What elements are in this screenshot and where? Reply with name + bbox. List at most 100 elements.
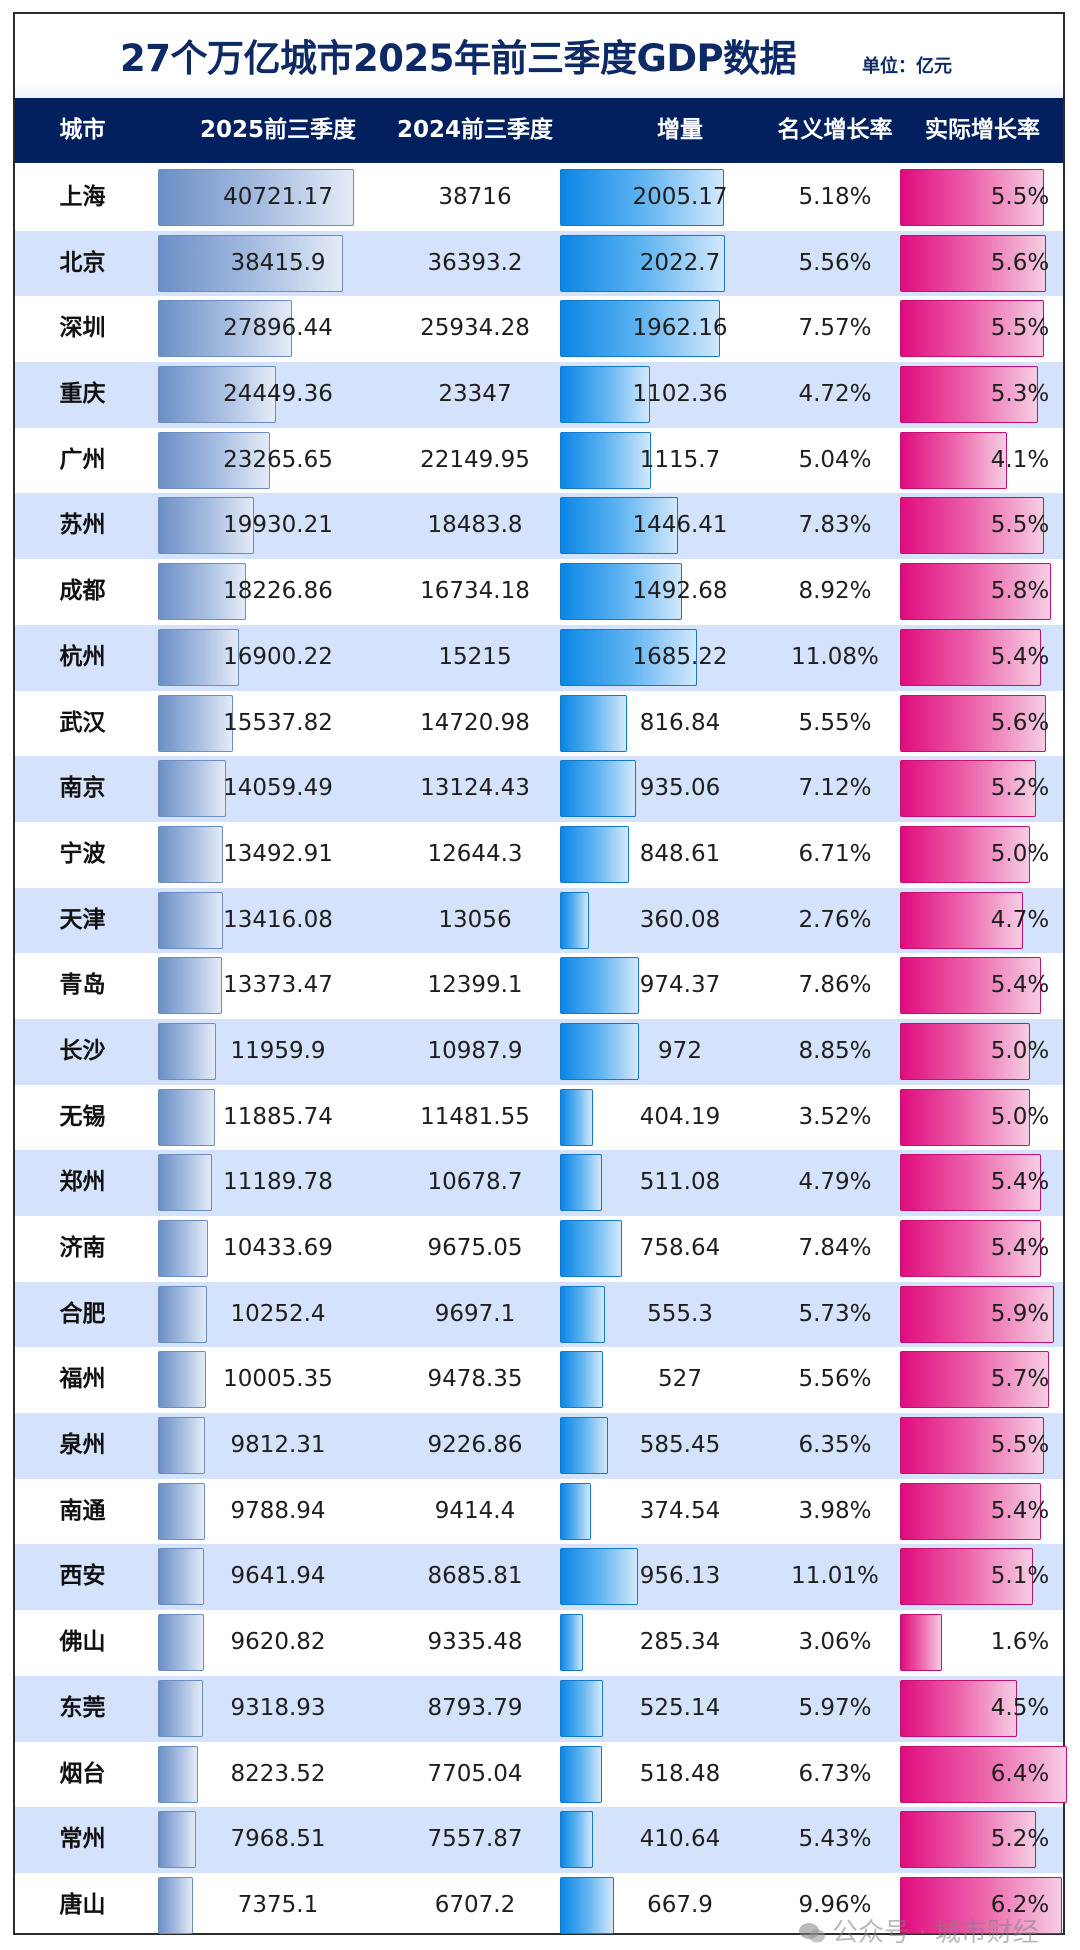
real-growth-value: 5.8% — [990, 578, 1050, 605]
table-row: 成都 18226.86 16734.18 1492.68 8.92% 5.8% — [15, 559, 1063, 625]
city-name: 天津 — [59, 906, 106, 933]
gdp-2024-value: 14720.98 — [420, 709, 530, 736]
increment-bar — [560, 1351, 603, 1409]
increment-bar — [560, 760, 637, 818]
table-row: 武汉 15537.82 14720.98 816.84 5.55% 5.6% — [15, 691, 1063, 757]
table-row: 南通 9788.94 9414.4 374.54 3.98% 5.4% — [15, 1479, 1063, 1545]
table-row: 广州 23265.65 22149.95 1115.7 5.04% 4.1% — [15, 428, 1063, 494]
gdp-2025-bar — [158, 1482, 206, 1540]
gdp-2025-value: 18226.86 — [223, 578, 333, 605]
gdp-2025-bar — [158, 825, 223, 883]
gdp-2025-bar — [158, 431, 270, 489]
gdp-2025-value: 38415.9 — [230, 249, 326, 276]
nominal-growth-value: 7.12% — [798, 775, 872, 802]
city-name: 东莞 — [59, 1694, 106, 1721]
table-row: 福州 10005.35 9478.35 527 5.56% 5.7% — [15, 1347, 1063, 1413]
real-growth-bar — [900, 563, 1052, 621]
city-name: 宁波 — [59, 840, 106, 867]
increment-value: 410.64 — [639, 1826, 721, 1853]
real-growth-bar — [900, 1022, 1031, 1080]
real-growth-bar — [900, 1876, 1062, 1934]
gdp-2025-value: 15537.82 — [223, 709, 333, 736]
real-growth-bar — [900, 1154, 1041, 1212]
table-row: 济南 10433.69 9675.05 758.64 7.84% 5.4% — [15, 1216, 1063, 1282]
gdp-2025-bar — [158, 1022, 216, 1080]
city-name: 杭州 — [59, 643, 106, 670]
real-growth-bar — [900, 1220, 1041, 1277]
gdp-2024-value: 9675.05 — [427, 1235, 523, 1261]
increment-value: 585.45 — [639, 1432, 721, 1459]
increment-value: 974.37 — [639, 972, 721, 999]
real-growth-value: 6.2% — [990, 1891, 1050, 1918]
increment-value: 518.48 — [639, 1760, 721, 1787]
real-growth-bar — [900, 957, 1041, 1015]
nominal-growth-value: 5.56% — [798, 1366, 872, 1393]
city-name: 重庆 — [59, 381, 106, 408]
real-growth-value: 5.4% — [990, 1235, 1050, 1261]
real-growth-value: 5.6% — [990, 709, 1050, 736]
increment-value: 511.08 — [639, 1169, 721, 1196]
gdp-2024-value: 36393.2 — [427, 249, 523, 276]
nominal-growth-value: 7.86% — [798, 972, 872, 999]
city-name: 武汉 — [59, 709, 106, 736]
real-growth-bar — [900, 1417, 1044, 1475]
nominal-growth-value: 4.79% — [798, 1169, 872, 1196]
increment-value: 956.13 — [639, 1563, 721, 1590]
increment-value: 1685.22 — [632, 643, 728, 670]
table-row: 杭州 16900.22 15215 1685.22 11.08% 5.4% — [15, 624, 1063, 691]
real-growth-bar — [900, 1482, 1041, 1540]
table-row: 宁波 13492.91 12644.3 848.61 6.71% 5.0% — [15, 822, 1063, 888]
city-name: 合肥 — [59, 1300, 106, 1327]
gdp-2025-value: 11885.74 — [223, 1103, 333, 1130]
real-growth-bar — [900, 1745, 1067, 1803]
real-growth-value: 5.4% — [990, 972, 1050, 999]
real-growth-value: 5.5% — [990, 1432, 1050, 1459]
real-growth-value: 4.7% — [990, 906, 1050, 933]
gdp-2024-value: 6707.2 — [434, 1891, 516, 1918]
gdp-2025-bar — [158, 1548, 205, 1606]
gdp-2025-bar — [158, 1220, 209, 1277]
nominal-growth-value: 5.56% — [798, 249, 872, 276]
nominal-growth-value: 5.43% — [798, 1826, 872, 1853]
table-header: 城市 2025前三季度 2024前三季度 增量 名义增长率 实际增长率 — [15, 98, 1063, 163]
increment-value: 758.64 — [639, 1235, 721, 1261]
gdp-2025-bar — [158, 300, 293, 358]
gdp-2025-bar — [158, 628, 240, 686]
gdp-2025-value: 23265.65 — [223, 446, 333, 473]
real-growth-bar — [900, 760, 1036, 818]
nominal-growth-value: 8.92% — [798, 578, 872, 605]
nominal-growth-value: 5.04% — [798, 446, 872, 473]
gdp-2024-value: 8685.81 — [427, 1563, 523, 1590]
gdp-2025-bar — [158, 366, 276, 424]
real-growth-bar — [900, 891, 1023, 949]
gdp-2025-bar — [158, 234, 343, 292]
city-name: 深圳 — [59, 315, 106, 342]
real-growth-bar — [900, 1811, 1036, 1869]
city-name: 福州 — [59, 1366, 106, 1393]
gdp-2025-value: 24449.36 — [223, 381, 333, 408]
increment-bar — [560, 1614, 584, 1672]
gdp-2025-value: 9318.93 — [230, 1694, 326, 1721]
increment-bar — [560, 366, 650, 424]
gdp-2024-value: 12644.3 — [427, 840, 523, 867]
increment-value: 527 — [658, 1366, 702, 1393]
gdp-2025-bar — [158, 1876, 194, 1934]
gdp-2025-value: 13492.91 — [223, 840, 333, 867]
city-name: 佛山 — [59, 1629, 106, 1656]
real-growth-bar — [900, 366, 1039, 424]
real-growth-value: 1.6% — [990, 1629, 1050, 1656]
increment-bar — [560, 628, 698, 686]
header-gdp-2024: 2024前三季度 — [396, 117, 553, 143]
real-growth-bar — [900, 1351, 1049, 1409]
gdp-2025-bar — [158, 497, 254, 555]
real-growth-bar — [900, 1548, 1034, 1606]
real-growth-bar — [900, 825, 1031, 883]
gdp-2024-value: 13056 — [438, 906, 512, 933]
wechat-icon — [799, 1923, 825, 1943]
increment-value: 374.54 — [639, 1497, 721, 1524]
increment-value: 2022.7 — [639, 249, 721, 276]
table-row: 南京 14059.49 13124.43 935.06 7.12% 5.2% — [15, 756, 1063, 822]
nominal-growth-value: 6.71% — [798, 840, 872, 867]
increment-bar — [560, 1482, 591, 1540]
real-growth-value: 5.5% — [990, 512, 1050, 539]
